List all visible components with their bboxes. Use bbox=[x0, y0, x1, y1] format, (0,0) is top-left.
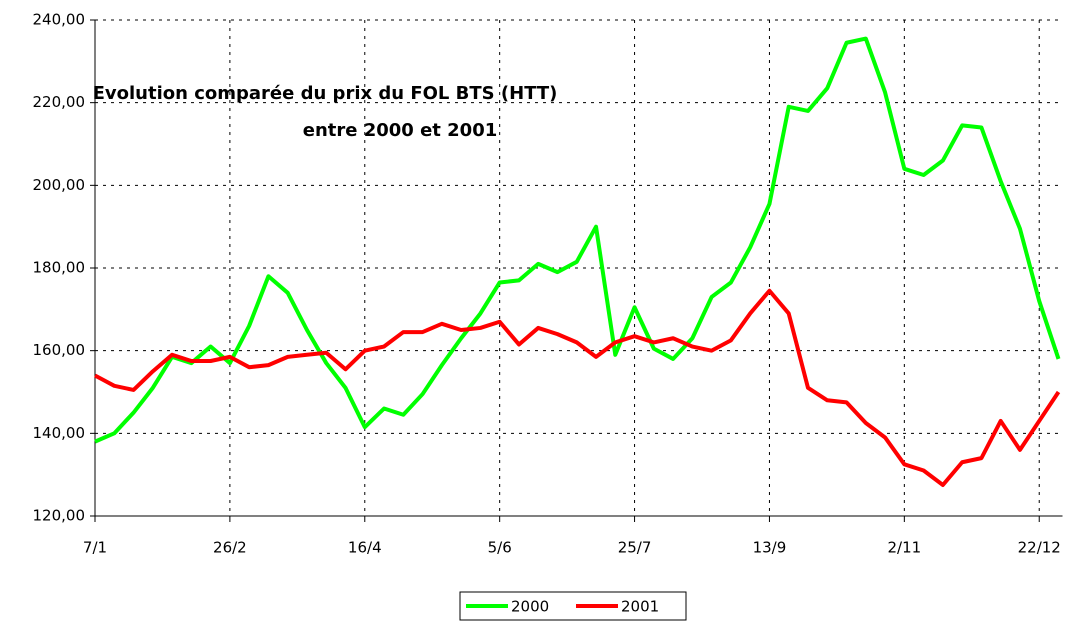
x-tick-label: 26/2 bbox=[213, 539, 247, 557]
line-series bbox=[94, 36, 1061, 444]
x-tick-label: 25/7 bbox=[618, 539, 652, 557]
x-tick-label: 2/11 bbox=[887, 539, 921, 557]
y-tick-label: 140,00 bbox=[33, 424, 86, 442]
y-tick-label: 240,00 bbox=[33, 11, 86, 29]
y-tick-label: 120,00 bbox=[33, 507, 86, 525]
y-tick-label: 220,00 bbox=[33, 93, 86, 111]
chart-title: Evolution comparée du prix du FOL BTS (H… bbox=[93, 83, 558, 104]
y-tick-label: 160,00 bbox=[33, 341, 86, 359]
legend-label: 2000 bbox=[511, 598, 549, 616]
legend-label: 2001 bbox=[621, 598, 659, 616]
chart-subtitle: entre 2000 et 2001 bbox=[303, 120, 498, 141]
x-tick-label: 22/12 bbox=[1018, 539, 1061, 557]
y-tick-label: 200,00 bbox=[33, 176, 86, 194]
x-tick-label: 5/6 bbox=[488, 539, 512, 557]
x-tick-label: 7/1 bbox=[83, 539, 107, 557]
x-tick-label: 13/9 bbox=[753, 539, 787, 557]
x-tick-label: 16/4 bbox=[348, 539, 382, 557]
y-tick-label: 180,00 bbox=[33, 259, 86, 277]
line-series bbox=[94, 288, 1061, 487]
